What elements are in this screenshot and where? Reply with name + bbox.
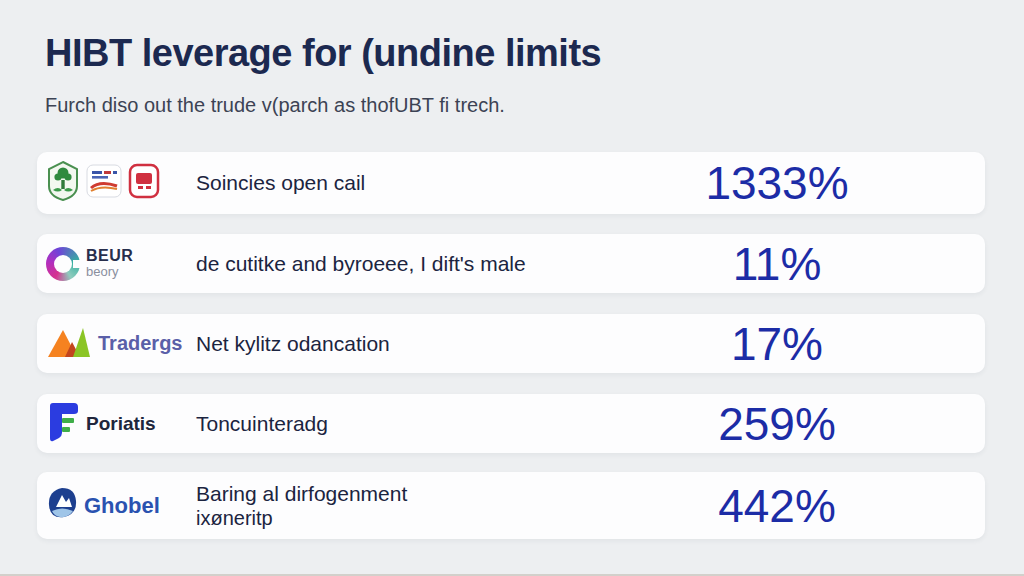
ghobel-globe-icon	[46, 487, 78, 525]
row-description: de cutitke and byroeee, I dift's male	[196, 252, 526, 276]
row-percent: 11%	[607, 237, 947, 291]
comparison-row[interactable]: BEUR beory de cutitke and byroeee, I dif…	[37, 234, 985, 293]
tradergs-mountains-icon	[46, 325, 92, 363]
row-description: Net kylitz odancation	[196, 332, 390, 356]
row-description: Soincies open cail	[196, 171, 365, 195]
comparison-row[interactable]: Soincies open cail 1333%	[37, 152, 985, 214]
page-title: HIBT leverage for (undine limits	[45, 32, 601, 75]
brand-name: Poriatis	[86, 413, 156, 435]
row-description-line1: Baring al dirfogenment	[196, 482, 407, 506]
comparison-row[interactable]: Poriatis Toncuinteradg 259%	[37, 394, 985, 453]
tree-badge-icon	[46, 160, 80, 206]
poriatis-f-icon	[46, 402, 80, 446]
row-logo-group: Ghobel	[37, 487, 196, 525]
row-logo-group: BEUR beory	[37, 247, 196, 281]
beur-ring-icon	[46, 247, 80, 281]
row-percent: 259%	[607, 397, 947, 451]
row-logo-group: Poriatis	[37, 402, 196, 446]
comparison-page: HIBT leverage for (undine limits Furch d…	[0, 0, 1024, 576]
brand-name: BEUR	[86, 248, 133, 265]
row-description: Baring al dirfogenment ixøneritp	[196, 482, 407, 530]
brand-name: Ghobel	[84, 493, 160, 519]
red-stamp-icon	[128, 163, 160, 203]
row-logo-group	[37, 160, 196, 206]
brand-name: Tradergs	[98, 332, 182, 355]
row-logo-group: Tradergs	[37, 325, 196, 363]
row-percent: 1333%	[607, 156, 947, 210]
page-subtitle: Furch diso out the trude v(parch as thof…	[45, 94, 505, 117]
row-description-line2: ixøneritp	[196, 507, 407, 530]
row-description: Toncuinteradg	[196, 412, 328, 436]
comparison-row[interactable]: Ghobel Baring al dirfogenment ixøneritp …	[37, 472, 985, 539]
bank-card-icon	[86, 162, 122, 204]
row-percent: 17%	[607, 317, 947, 371]
row-percent: 442%	[607, 479, 947, 533]
brand-subname: beory	[86, 265, 133, 279]
comparison-row[interactable]: Tradergs Net kylitz odancation 17%	[37, 314, 985, 373]
